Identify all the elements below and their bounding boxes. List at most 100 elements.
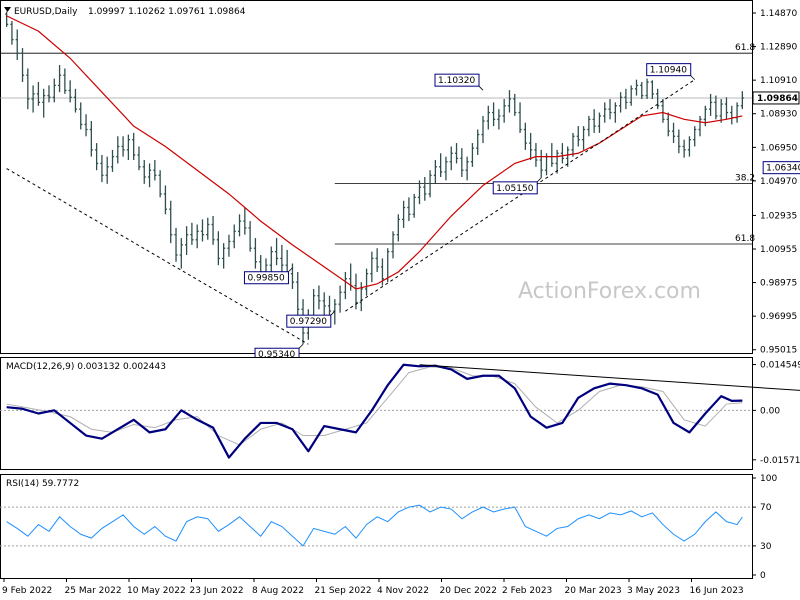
price-tick-label: 0.96995 — [760, 312, 797, 322]
time-tick-label: 23 Jun 2022 — [190, 586, 244, 596]
ohlc-bar — [439, 153, 443, 177]
price-label: 1.05150 — [492, 177, 542, 195]
ohlc-bar — [581, 126, 586, 150]
macd-pane: MACD(12,26,9) 0.003132 0.002443 0.014549… — [0, 357, 800, 470]
ohlc-bar — [280, 244, 284, 272]
trendline — [345, 79, 695, 312]
time-tick-label: 20 Mar 2023 — [565, 586, 622, 596]
ohlc-bar — [137, 146, 141, 171]
ohlc-bar — [375, 248, 379, 272]
ohlc-bar — [687, 136, 692, 157]
ohlc-bar — [174, 227, 178, 262]
ohlc-readout: 1.09997 1.10262 1.09761 1.09864 — [88, 7, 246, 17]
ohlc-bar — [322, 292, 326, 317]
macd-trendline — [419, 364, 800, 391]
ohlc-bar — [714, 95, 718, 120]
ohlc-bar — [661, 98, 665, 123]
ohlc-bar — [206, 217, 210, 240]
ohlc-bar — [343, 271, 347, 300]
current-price-box — [752, 91, 800, 105]
ohlc-bar — [640, 82, 644, 99]
ohlc-bar — [698, 115, 702, 137]
ohlc-bar — [619, 92, 623, 113]
ohlc-bar — [105, 156, 109, 184]
ohlc-bar — [317, 285, 321, 310]
ohlc-bar — [740, 91, 744, 110]
ohlc-bar — [624, 88, 628, 110]
ohlc-bar — [650, 80, 654, 99]
svg-text:0.99850: 0.99850 — [247, 274, 284, 284]
ohlc-bar — [243, 207, 247, 235]
price-tick-label: 1.10910 — [760, 76, 797, 86]
ohlc-bar — [656, 88, 660, 110]
ohlc-bar — [253, 238, 258, 269]
ohlc-bar — [147, 163, 152, 188]
ohlc-bar — [491, 102, 496, 127]
ohlc-bar — [412, 193, 416, 218]
rsi-tick-label: 30 — [760, 542, 772, 552]
watermark: ActionForex.com — [518, 279, 701, 304]
ohlc-bar — [587, 115, 591, 137]
ohlc-bar — [42, 88, 46, 118]
ohlc-bar — [179, 238, 183, 269]
rsi-pane: RSI(14) 59.7772 100 70 30 0 — [0, 474, 777, 581]
ohlc-bar — [269, 246, 273, 274]
svg-text:1.10320: 1.10320 — [438, 76, 475, 86]
ohlc-bar — [481, 115, 485, 144]
time-tick-label: 4 Nov 2022 — [377, 586, 429, 596]
ohlc-bar — [454, 143, 459, 164]
macd-line — [6, 363, 743, 459]
moving-average-line — [6, 15, 743, 290]
ohlc-bar — [89, 121, 93, 157]
ohlc-bar — [470, 143, 475, 167]
ohlc-bar — [132, 132, 136, 161]
price-label: 0.99850 — [243, 267, 293, 285]
ohlc-bar — [497, 109, 501, 130]
ohlc-bar — [153, 160, 157, 181]
ohlc-bar — [110, 149, 115, 172]
ohlc-bar — [200, 219, 205, 242]
price-tick-label: 0.98975 — [760, 279, 797, 289]
time-tick-label: 10 May 2022 — [127, 586, 186, 596]
fib-level-label: 61.8 — [735, 43, 755, 53]
ohlc-bar — [237, 214, 242, 237]
ohlc-bar — [47, 85, 51, 103]
ohlc-bar — [592, 109, 596, 133]
rsi-header: RSI(14) 59.7772 — [6, 479, 79, 489]
ohlc-bar — [63, 68, 67, 94]
price-tick-label: 1.08930 — [760, 110, 797, 120]
ohlc-bar — [539, 149, 543, 178]
time-tick-label: 8 Aug 2022 — [252, 586, 304, 596]
ohlc-bar — [185, 226, 189, 256]
time-tick-label: 21 Sep 2022 — [315, 586, 372, 596]
ohlc-bar — [417, 180, 422, 205]
ohlc-bar — [724, 97, 729, 120]
ohlc-bar — [190, 222, 194, 245]
macd-tick-label: 0.00 — [760, 406, 780, 416]
ohlc-bar — [608, 98, 612, 120]
ohlc-bar — [227, 234, 231, 257]
ohlc-bar — [576, 126, 580, 147]
svg-text:0.95340: 0.95340 — [258, 350, 295, 360]
rsi-tick-label: 70 — [760, 503, 772, 513]
ohlc-bar — [433, 160, 437, 184]
ohlc-bar — [338, 285, 342, 313]
trendline — [6, 168, 309, 345]
ohlc-bar — [195, 224, 199, 249]
price-tick-label: 0.95015 — [760, 346, 797, 356]
time-tick-label: 2 Feb 2023 — [502, 586, 552, 596]
svg-text:1.10940: 1.10940 — [650, 66, 687, 76]
ohlc-bar — [10, 20, 14, 45]
ohlc-bar — [423, 177, 427, 201]
ohlc-bar — [296, 271, 300, 317]
rsi-tick-label: 100 — [760, 474, 777, 484]
ohlc-bar — [534, 143, 538, 167]
ohlc-bar — [523, 122, 527, 150]
ohlc-bar — [158, 170, 162, 198]
price-tick-label: 1.02935 — [760, 211, 797, 221]
ohlc-bar — [68, 80, 72, 103]
time-tick-label: 25 Mar 2022 — [65, 586, 122, 596]
ohlc-bar — [560, 143, 564, 164]
time-tick-label: 16 Jun 2023 — [690, 586, 744, 596]
ohlc-bar — [5, 11, 9, 27]
